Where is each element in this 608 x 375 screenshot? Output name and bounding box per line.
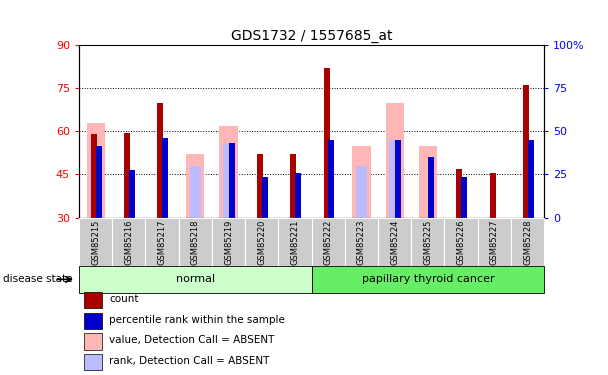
Text: GSM85217: GSM85217: [157, 220, 167, 266]
Text: count: count: [109, 294, 139, 304]
Bar: [129, 170, 135, 217]
Text: papillary thyroid cancer: papillary thyroid cancer: [362, 274, 494, 284]
Bar: [84, 292, 102, 308]
Text: GSM85221: GSM85221: [291, 220, 300, 266]
Text: GSM85215: GSM85215: [91, 220, 100, 266]
Bar: [91, 134, 97, 218]
Bar: [444, 217, 478, 266]
Bar: [84, 313, 102, 329]
Bar: [145, 217, 179, 266]
Bar: [186, 154, 204, 218]
Bar: [428, 157, 434, 218]
Text: percentile rank within the sample: percentile rank within the sample: [109, 315, 285, 325]
Bar: [223, 143, 234, 218]
Bar: [356, 166, 367, 218]
Bar: [395, 140, 401, 218]
Bar: [79, 266, 311, 292]
Text: GSM85218: GSM85218: [191, 220, 200, 266]
Bar: [112, 217, 145, 266]
Bar: [523, 85, 529, 218]
Bar: [311, 266, 544, 292]
Text: normal: normal: [176, 274, 215, 284]
Text: GSM85219: GSM85219: [224, 220, 233, 266]
Bar: [157, 102, 164, 218]
Bar: [291, 154, 296, 218]
Bar: [86, 123, 105, 218]
Bar: [219, 126, 238, 218]
Bar: [311, 217, 345, 266]
Text: GSM85227: GSM85227: [490, 220, 499, 266]
Bar: [262, 177, 268, 218]
Bar: [528, 140, 534, 218]
Bar: [489, 173, 496, 217]
Bar: [385, 102, 404, 218]
Bar: [278, 217, 311, 266]
Bar: [389, 140, 401, 218]
Bar: [378, 217, 411, 266]
Text: GSM85228: GSM85228: [523, 220, 532, 266]
Text: disease state: disease state: [4, 274, 73, 284]
Bar: [295, 173, 301, 217]
Bar: [229, 143, 235, 218]
Bar: [124, 133, 130, 218]
Bar: [84, 354, 102, 370]
Bar: [257, 154, 263, 218]
Text: value, Detection Call = ABSENT: value, Detection Call = ABSENT: [109, 335, 275, 345]
Text: GSM85222: GSM85222: [323, 220, 333, 266]
Bar: [411, 217, 444, 266]
Bar: [419, 146, 437, 218]
Bar: [511, 217, 544, 266]
Title: GDS1732 / 1557685_at: GDS1732 / 1557685_at: [231, 28, 392, 43]
Bar: [345, 217, 378, 266]
Bar: [323, 68, 330, 218]
Bar: [90, 152, 102, 217]
Text: rank, Detection Call = ABSENT: rank, Detection Call = ABSENT: [109, 356, 270, 366]
Text: GSM85224: GSM85224: [390, 220, 399, 266]
Bar: [190, 166, 201, 218]
Bar: [95, 146, 102, 218]
Bar: [478, 217, 511, 266]
Text: GSM85225: GSM85225: [423, 220, 432, 266]
Text: GSM85226: GSM85226: [457, 220, 466, 266]
Bar: [212, 217, 245, 266]
Text: GSM85216: GSM85216: [125, 220, 133, 266]
Bar: [352, 146, 370, 218]
Bar: [79, 217, 112, 266]
Bar: [162, 138, 168, 218]
Bar: [328, 140, 334, 218]
Bar: [461, 177, 467, 218]
Bar: [84, 333, 102, 350]
Text: GSM85223: GSM85223: [357, 220, 366, 266]
Text: GSM85220: GSM85220: [257, 220, 266, 266]
Bar: [457, 169, 463, 217]
Bar: [245, 217, 278, 266]
Bar: [179, 217, 212, 266]
